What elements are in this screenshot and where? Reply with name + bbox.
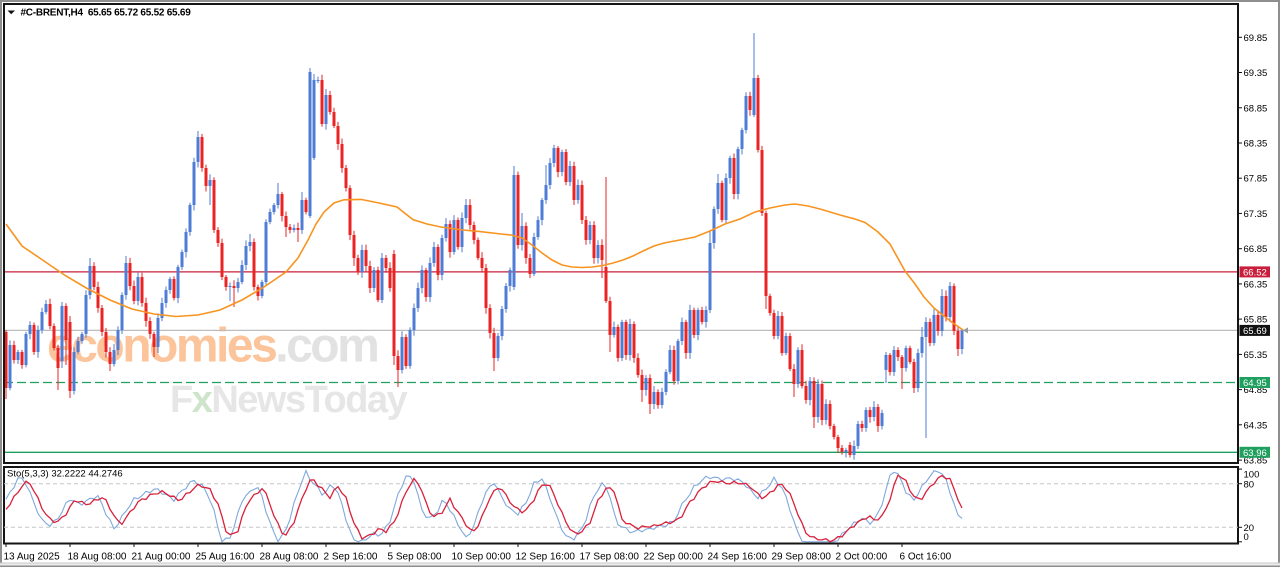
svg-text:65.69: 65.69: [1243, 326, 1267, 337]
svg-text:18 Aug 08:00: 18 Aug 08:00: [68, 552, 127, 563]
svg-text:10 Sep 00:00: 10 Sep 00:00: [452, 552, 512, 563]
svg-text:67.35: 67.35: [1244, 209, 1268, 220]
svg-text:13 Aug 2025: 13 Aug 2025: [4, 552, 61, 563]
svg-text:63.96: 63.96: [1243, 448, 1267, 459]
svg-text:6 Oct 16:00: 6 Oct 16:00: [900, 552, 952, 563]
svg-text:12 Sep 16:00: 12 Sep 16:00: [516, 552, 576, 563]
svg-text:2 Oct 00:00: 2 Oct 00:00: [836, 552, 888, 563]
svg-text:17 Sep 08:00: 17 Sep 08:00: [580, 552, 640, 563]
svg-text:#C-BRENT,H4 65.65 65.72 65.52: #C-BRENT,H4 65.65 65.72 65.52 65.69: [21, 8, 192, 19]
svg-text:28 Aug 08:00: 28 Aug 08:00: [260, 552, 319, 563]
svg-text:0: 0: [1244, 532, 1249, 543]
svg-text:68.35: 68.35: [1244, 139, 1268, 150]
svg-text:FxNewsToday: FxNewsToday: [170, 379, 408, 421]
svg-text:5 Sep 08:00: 5 Sep 08:00: [388, 552, 442, 563]
svg-text:25 Aug 16:00: 25 Aug 16:00: [196, 552, 255, 563]
svg-text:economies.com: economies.com: [47, 320, 377, 373]
svg-text:64.35: 64.35: [1244, 420, 1268, 431]
svg-text:22 Sep 00:00: 22 Sep 00:00: [644, 552, 704, 563]
svg-text:65.85: 65.85: [1244, 315, 1268, 326]
svg-text:69.85: 69.85: [1244, 33, 1268, 44]
svg-text:64.95: 64.95: [1243, 378, 1267, 389]
svg-text:20: 20: [1244, 523, 1255, 534]
svg-text:24 Sep 16:00: 24 Sep 16:00: [708, 552, 768, 563]
svg-text:69.35: 69.35: [1244, 68, 1268, 79]
svg-text:29 Sep 08:00: 29 Sep 08:00: [772, 552, 832, 563]
svg-text:66.85: 66.85: [1244, 244, 1268, 255]
svg-text:64.85: 64.85: [1244, 385, 1268, 396]
svg-text:100: 100: [1244, 470, 1260, 481]
svg-text:21 Aug 00:00: 21 Aug 00:00: [132, 552, 191, 563]
svg-text:80: 80: [1244, 480, 1255, 491]
svg-text:Sto(5,3,3) 32.2222 44.2746: Sto(5,3,3) 32.2222 44.2746: [7, 469, 123, 480]
svg-text:2 Sep 16:00: 2 Sep 16:00: [324, 552, 378, 563]
svg-text:68.85: 68.85: [1244, 103, 1268, 114]
svg-text:65.35: 65.35: [1244, 350, 1268, 361]
svg-text:66.52: 66.52: [1243, 267, 1267, 278]
svg-text:66.35: 66.35: [1244, 279, 1268, 290]
svg-text:63.85: 63.85: [1244, 456, 1268, 467]
svg-text:67.85: 67.85: [1244, 174, 1268, 185]
